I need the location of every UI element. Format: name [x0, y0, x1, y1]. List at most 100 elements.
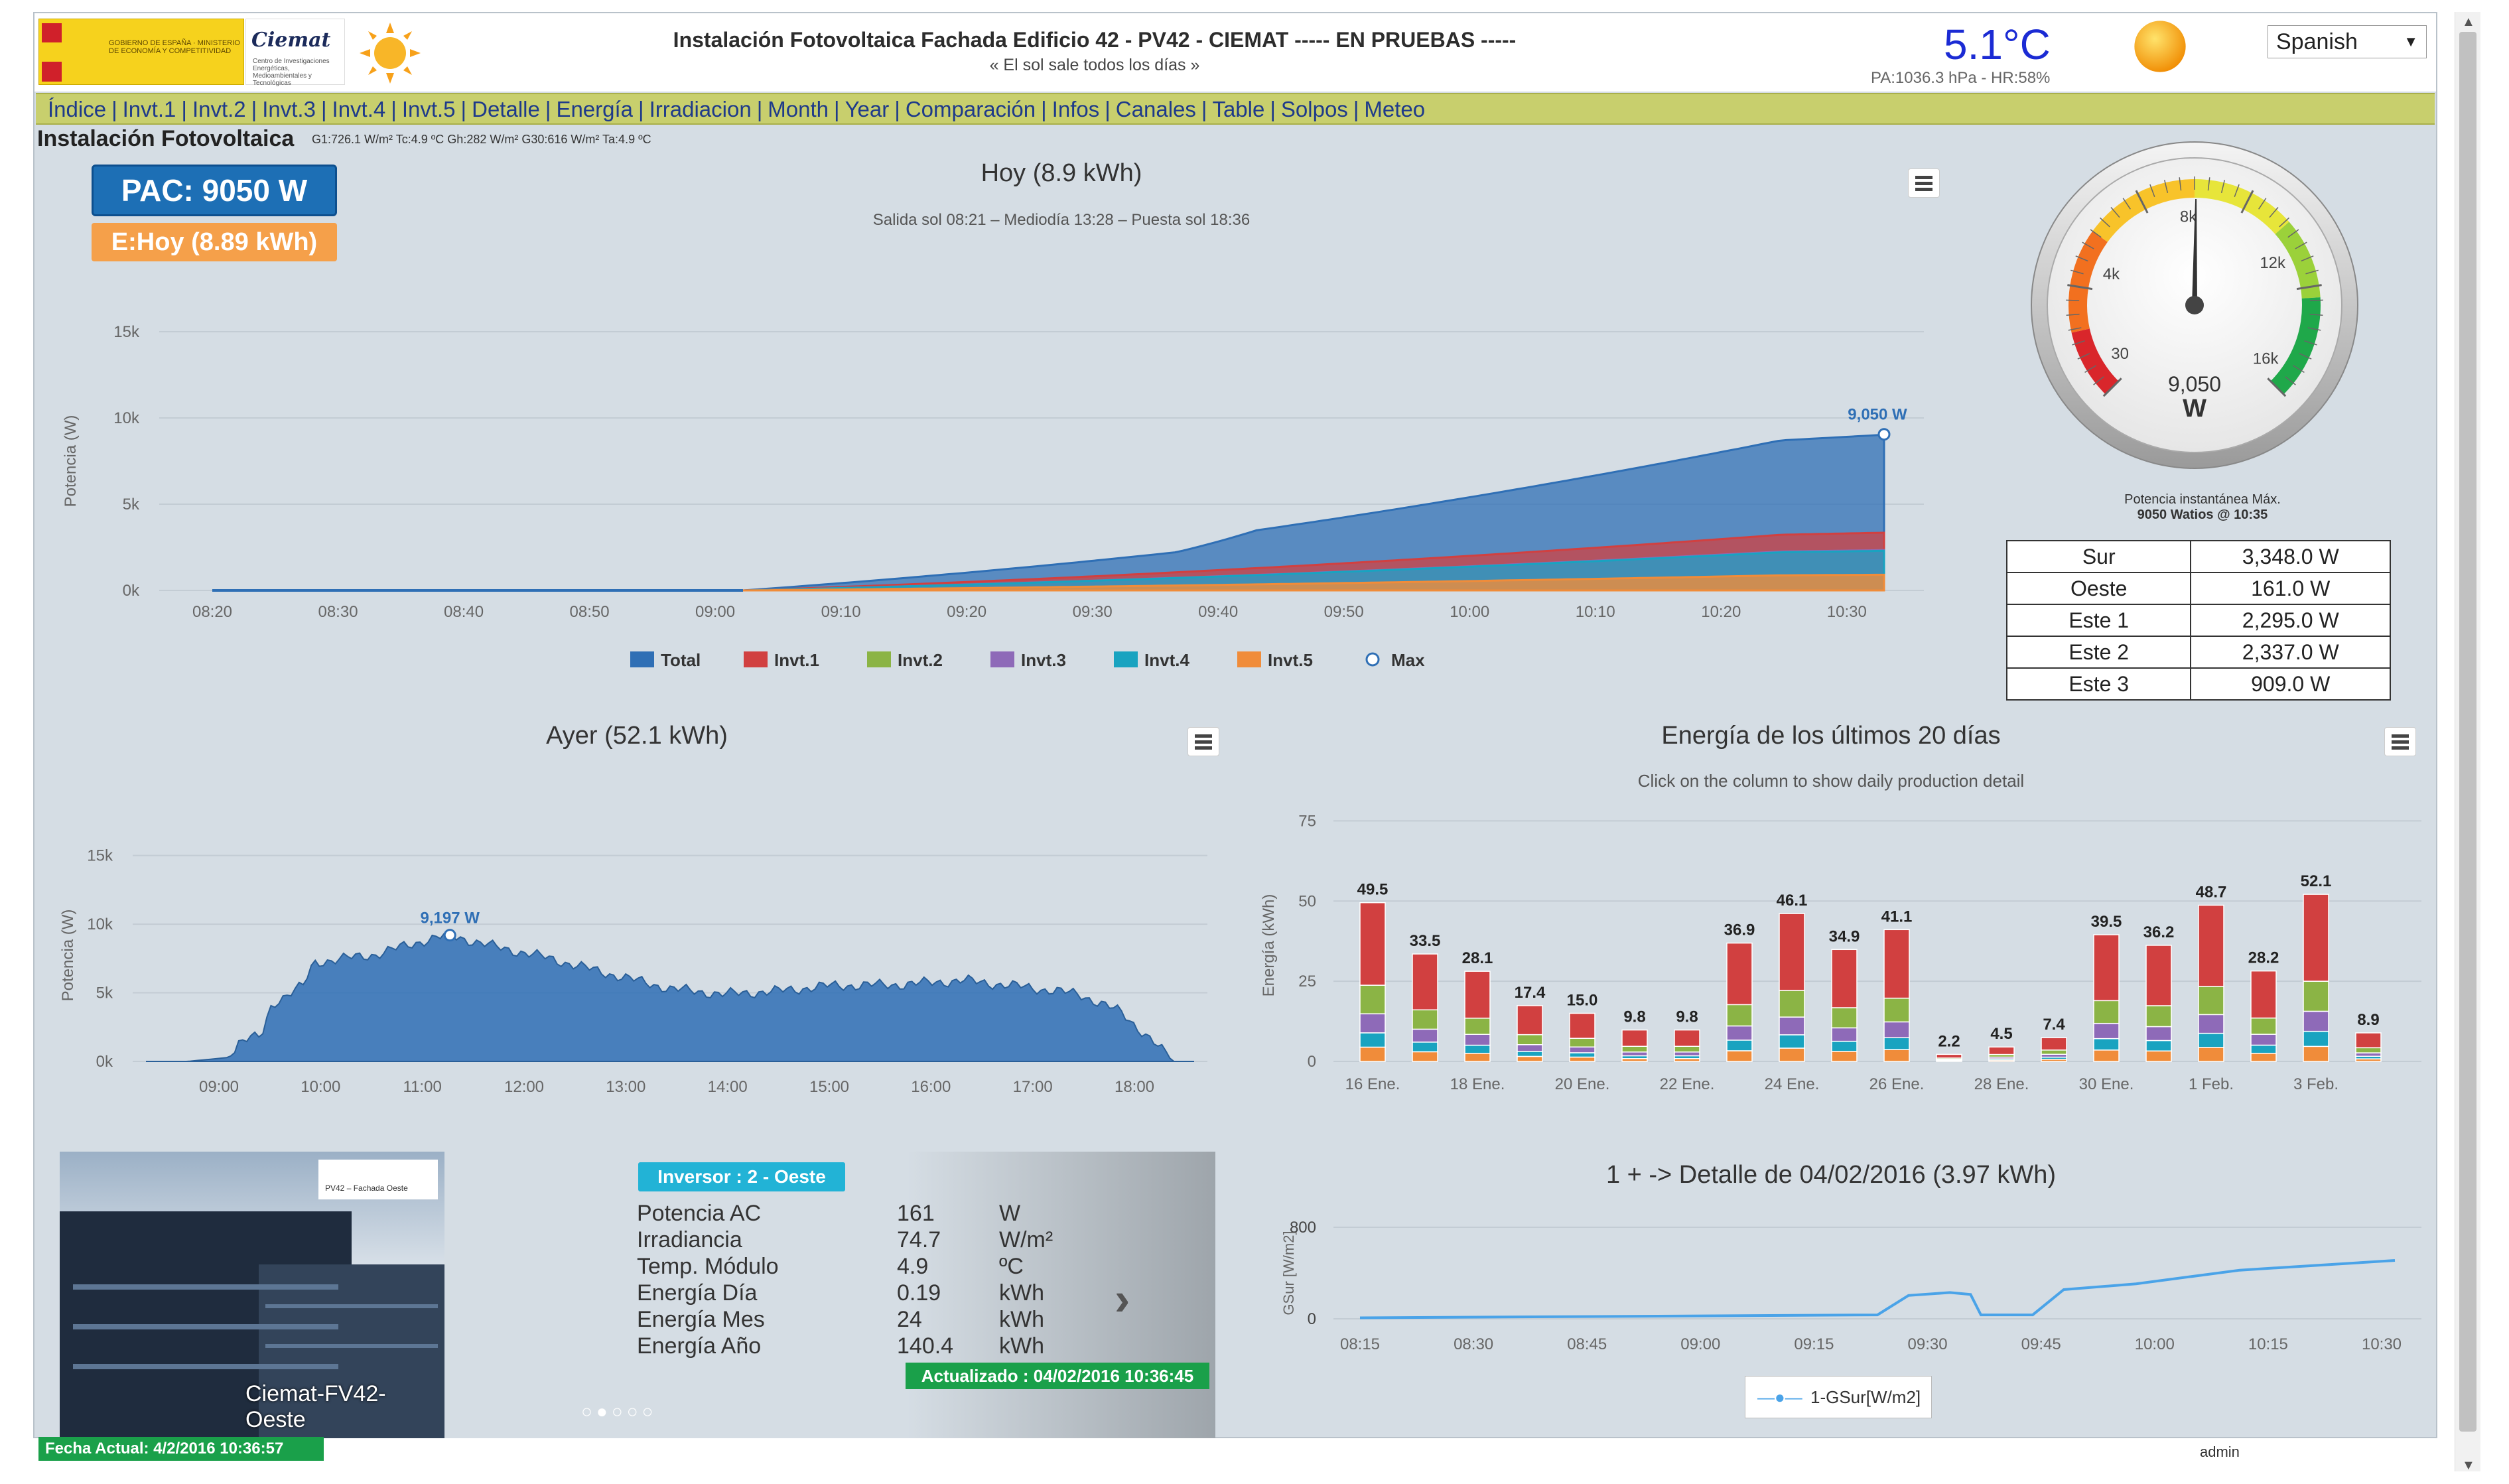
menu-item-16[interactable]: Meteo: [1364, 97, 1426, 121]
energy-bar-segment: [1883, 1021, 1910, 1038]
gauge-needle: [2192, 199, 2197, 306]
inverter-row-value: 140.4: [897, 1333, 954, 1359]
menu-item-14[interactable]: Table: [1212, 97, 1265, 121]
today-legend-item[interactable]: Invt.2: [867, 650, 943, 670]
energy-bar[interactable]: [2355, 1032, 2382, 1062]
today-legend-item[interactable]: Invt.3: [990, 650, 1066, 670]
legend-swatch: [630, 651, 654, 667]
energy-bar[interactable]: [1359, 902, 1386, 1062]
menu-item-4[interactable]: Invt.4: [332, 97, 386, 121]
admin-link[interactable]: admin: [2200, 1444, 2240, 1460]
energy-bar[interactable]: [2250, 970, 2277, 1062]
energy-bar[interactable]: [1779, 913, 1805, 1062]
energy-xtick: 24 Ene.: [1765, 1075, 1820, 1093]
energy-bar-segment: [1831, 949, 1858, 1008]
menu-item-7[interactable]: Energía: [556, 97, 634, 121]
energy-bar-segment: [1674, 1029, 1700, 1047]
energy-bar[interactable]: [1621, 1029, 1648, 1062]
scrollbar-thumb[interactable]: [2459, 32, 2476, 1432]
energy-ytick: 75: [1298, 812, 1316, 830]
inverter-row-value: 161: [897, 1201, 935, 1226]
today-chart-menu-icon[interactable]: [1908, 169, 1940, 198]
energy-bar[interactable]: [1464, 971, 1491, 1062]
energy-bar-segment: [1569, 1052, 1595, 1058]
energy-bar[interactable]: [1883, 929, 1910, 1062]
energy-ytick: 0: [1308, 1053, 1316, 1071]
gauge-tick: [2220, 180, 2226, 193]
menu-item-6[interactable]: Detalle: [472, 97, 540, 121]
energy-bar[interactable]: [1936, 1053, 1962, 1062]
menu-item-15[interactable]: Solpos: [1280, 97, 1348, 121]
today-series-invt5: [212, 573, 1885, 592]
energy-bar[interactable]: [1412, 953, 1438, 1062]
energy-chart-title: Energía de los últimos 20 días: [1661, 722, 2001, 750]
yesterday-chart-menu-icon[interactable]: [1187, 727, 1219, 756]
energy-bar-label: 33.5: [1410, 932, 1441, 950]
inverter-row-label: Energía Mes: [637, 1307, 765, 1332]
detail-chart-legend[interactable]: —●— 1-GSur[W/m2]: [1745, 1376, 1932, 1418]
energy-bar-segment: [2198, 1032, 2224, 1048]
scrollbar[interactable]: ▲ ▼: [2455, 12, 2480, 1473]
energy-bar-segment: [1883, 1037, 1910, 1050]
energy-bar[interactable]: [1988, 1046, 2015, 1062]
gauge-band: [2195, 179, 2289, 234]
menu-item-9[interactable]: Month: [768, 97, 829, 121]
gauge-tick: [2122, 198, 2131, 210]
language-select[interactable]: Spanish ▼: [2268, 25, 2427, 58]
gauge-tick: [2295, 241, 2307, 249]
energy-bar[interactable]: [2198, 904, 2224, 1062]
ciemat-logo-name: Ciemat: [251, 29, 331, 52]
energy-bar-segment: [2093, 1000, 2120, 1024]
energy-bar[interactable]: [2145, 945, 2172, 1062]
legend-swatch: [1365, 652, 1380, 667]
energy-bar[interactable]: [1726, 942, 1753, 1062]
energy-bar-segment: [1936, 1053, 1962, 1059]
menu-item-10[interactable]: Year: [845, 97, 890, 121]
menu-item-13[interactable]: Canales: [1115, 97, 1196, 121]
carousel-dots[interactable]: ○●○○○: [581, 1401, 657, 1422]
today-xtick: 08:40: [444, 603, 484, 621]
today-legend-item[interactable]: Total: [630, 650, 701, 670]
gauge-band: [2092, 179, 2195, 242]
menu-item-11[interactable]: Comparación: [905, 97, 1036, 121]
energy-bar[interactable]: [2041, 1037, 2067, 1062]
today-legend-item[interactable]: Max: [1365, 650, 1425, 670]
energy-bar[interactable]: [1569, 1012, 1595, 1062]
energy-bar-segment: [1831, 1040, 1858, 1052]
energy-bar[interactable]: [1517, 1005, 1543, 1062]
today-legend-item[interactable]: Invt.1: [744, 650, 819, 670]
yesterday-ytick: 0k: [96, 1053, 113, 1071]
energy-bar[interactable]: [1674, 1029, 1700, 1062]
energy-chart-menu-icon[interactable]: [2384, 727, 2416, 756]
today-legend-item[interactable]: Invt.4: [1114, 650, 1189, 670]
next-slide-icon[interactable]: ›: [1115, 1273, 1130, 1325]
menu-item-12[interactable]: Infos: [1051, 97, 1100, 121]
energy-bar[interactable]: [2303, 894, 2329, 1062]
energy-bar[interactable]: [1831, 949, 1858, 1062]
energy-bar-segment: [1883, 929, 1910, 999]
energy-bar-label: 52.1: [2301, 872, 2332, 890]
energy-bar-segment: [2303, 1046, 2329, 1062]
menu-item-1[interactable]: Invt.1: [122, 97, 176, 121]
energy-bar-segment: [2303, 1030, 2329, 1047]
menu-item-0[interactable]: Índice: [48, 97, 107, 121]
gauge-band: [2270, 297, 2321, 395]
detail-xtick: 08:45: [1567, 1335, 1607, 1353]
scroll-up-icon[interactable]: ▲: [2462, 15, 2475, 29]
today-chart-title: Hoy (8.9 kWh): [981, 159, 1142, 187]
gauge-value: 9,050: [2168, 372, 2221, 396]
energy-bar[interactable]: [2093, 934, 2120, 1062]
energy-bar-segment: [1464, 1044, 1491, 1054]
today-legend-item[interactable]: Invt.5: [1237, 650, 1313, 670]
energy-bar-segment: [2093, 1049, 2120, 1062]
menu-item-3[interactable]: Invt.3: [262, 97, 316, 121]
energy-bar-segment: [2250, 1017, 2277, 1035]
gauge-band: [2068, 231, 2108, 333]
scroll-down-icon[interactable]: ▼: [2462, 1458, 2475, 1473]
menu-item-2[interactable]: Invt.2: [192, 97, 246, 121]
detail-ylabel: GSur [W/m2]: [1280, 1231, 1297, 1315]
menu-item-5[interactable]: Invt.5: [401, 97, 456, 121]
menu-item-8[interactable]: Irradiacion: [649, 97, 752, 121]
menu-separator: |: [756, 97, 763, 121]
power-table-name: Este 3: [2005, 667, 2192, 701]
